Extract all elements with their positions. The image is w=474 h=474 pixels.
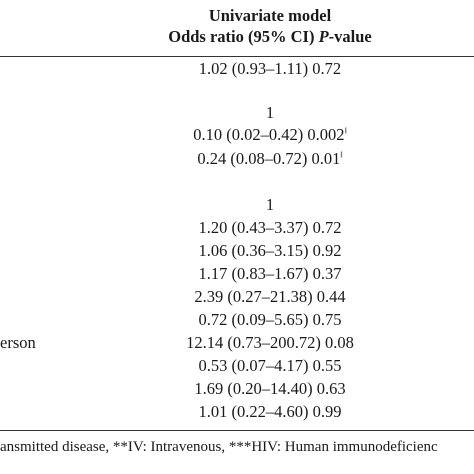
odds-ratio-cell: 2.39 (0.27–21.38) 0.44 bbox=[194, 287, 346, 306]
header-p-label: P bbox=[318, 27, 329, 46]
significance-mark: ‖ bbox=[340, 150, 343, 160]
odds-ratio-cell: 12.14 (0.73–200.72) 0.08 bbox=[186, 333, 354, 352]
header-odds-ratio-label: Odds ratio (95% CI) bbox=[168, 27, 319, 46]
table-bottom-rule bbox=[0, 430, 474, 431]
table-footnote: ansmitted disease, **IV: Intravenous, **… bbox=[0, 439, 438, 455]
odds-ratio-cell: 1.20 (0.43–3.37) 0.72 bbox=[198, 218, 342, 237]
odds-ratio-cell: 1.02 (0.93–1.11) 0.72 bbox=[198, 59, 342, 78]
significance-mark: ‖ bbox=[344, 126, 347, 136]
odds-ratio-cell: 1.17 (0.83–1.67) 0.37 bbox=[198, 264, 342, 283]
row-label-truncated: erson bbox=[0, 333, 36, 352]
odds-ratio-cell: 1 bbox=[265, 195, 275, 214]
odds-ratio-cell: 0.24 (0.08–0.72) 0.01‖ bbox=[197, 149, 343, 168]
odds-ratio-cell: 1 bbox=[265, 103, 275, 122]
odds-ratio-cell: 0.53 (0.07–4.17) 0.55 bbox=[198, 356, 342, 375]
header-value-label: -value bbox=[328, 27, 372, 46]
odds-ratio-cell: 0.72 (0.09–5.65) 0.75 bbox=[198, 310, 342, 329]
column-header-model: Univariate model bbox=[208, 6, 332, 25]
table-top-rule bbox=[0, 56, 474, 57]
odds-ratio-cell: 1.69 (0.20–14.40) 0.63 bbox=[194, 379, 346, 398]
odds-ratio-cell: 1.01 (0.22–4.60) 0.99 bbox=[198, 402, 342, 421]
odds-ratio-cell: 0.10 (0.02–0.42) 0.002‖ bbox=[193, 125, 347, 144]
column-header-measures: Odds ratio (95% CI) P-value bbox=[150, 27, 390, 47]
odds-ratio-cell: 1.06 (0.36–3.15) 0.92 bbox=[198, 241, 342, 260]
